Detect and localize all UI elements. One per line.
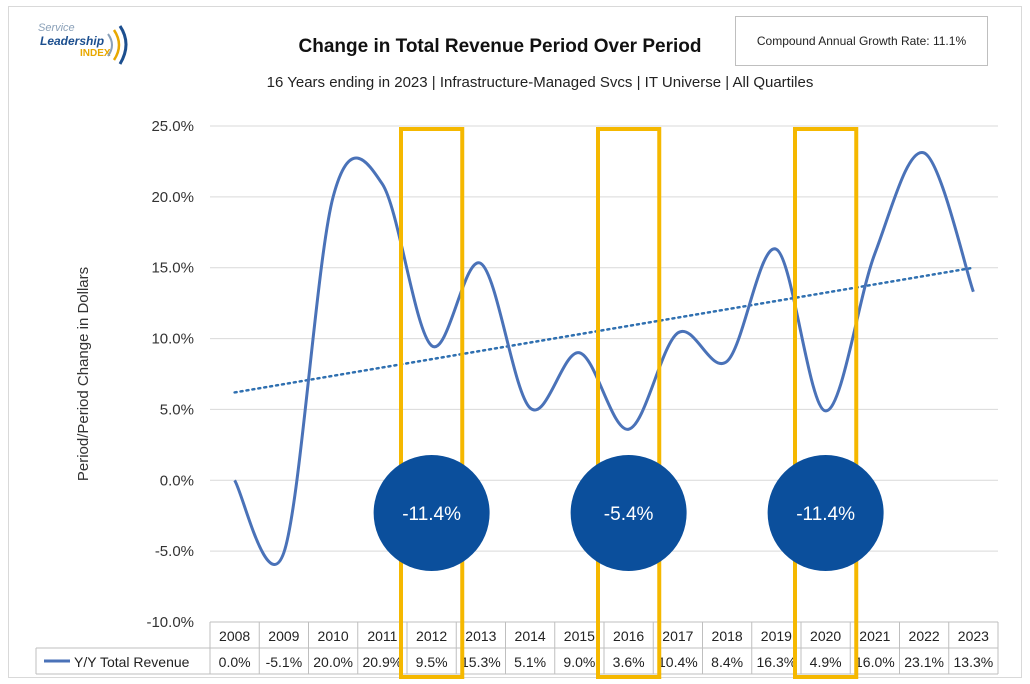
x-tick-label: 2008 — [219, 628, 250, 644]
x-tick-label: 2017 — [662, 628, 693, 644]
data-label: -5.1% — [266, 654, 303, 670]
y-tick-label: 5.0% — [160, 401, 194, 418]
data-label: 16.3% — [757, 654, 797, 670]
y-tick-label: 20.0% — [151, 189, 194, 206]
data-label: 8.4% — [711, 654, 743, 670]
x-tick-label: 2023 — [958, 628, 989, 644]
series-line-yy-total-revenue — [233, 151, 975, 566]
trendline — [233, 266, 975, 394]
x-tick-label: 2018 — [712, 628, 743, 644]
logo-line1: Service — [38, 22, 75, 34]
y-tick-label: 15.0% — [151, 260, 194, 277]
highlight-box-2012 — [399, 127, 465, 679]
x-tick-label: 2022 — [909, 628, 940, 644]
chart-frame — [8, 6, 1022, 678]
x-tick-label: 2020 — [810, 628, 841, 644]
data-label: 0.0% — [219, 654, 251, 670]
x-tick-label: 2012 — [416, 628, 447, 644]
x-tick-label: 2013 — [465, 628, 496, 644]
x-tick-label: 2015 — [564, 628, 595, 644]
chart-title: Change in Total Revenue Period Over Peri… — [298, 36, 702, 57]
badge-label-2016: -5.4% — [604, 504, 654, 525]
x-tick-label: 2014 — [515, 628, 546, 644]
data-label: 23.1% — [904, 654, 944, 670]
cagr-box: Compound Annual Growth Rate: 11.1% — [735, 16, 988, 66]
badge-label-2012: -11.4% — [402, 504, 461, 525]
y-tick-label: -5.0% — [155, 543, 194, 560]
badge-circle-2016 — [570, 455, 687, 571]
data-label: 4.9% — [810, 654, 842, 670]
service-leadership-logo: Service Leadership INDEX — [36, 20, 136, 72]
logo-arc-icon — [107, 25, 128, 65]
data-label: 16.0% — [855, 654, 895, 670]
data-label: 20.0% — [313, 654, 353, 670]
x-tick-label: 2016 — [613, 628, 644, 644]
data-label: 10.4% — [658, 654, 698, 670]
data-label: 5.1% — [514, 654, 546, 670]
badge-circle-2020 — [767, 455, 884, 571]
y-tick-label: 25.0% — [151, 118, 194, 135]
logo-line2: Leadership — [40, 34, 105, 48]
badge-label-2020: -11.4% — [796, 504, 855, 525]
x-tick-label: 2009 — [268, 628, 299, 644]
x-tick-label: 2011 — [367, 628, 397, 644]
x-tick-label: 2010 — [318, 628, 349, 644]
logo-line3: INDEX — [80, 48, 111, 59]
data-label: 9.5% — [416, 654, 448, 670]
highlight-box-2016 — [596, 127, 662, 679]
highlight-box-2020 — [793, 127, 859, 679]
data-label: 3.6% — [613, 654, 645, 670]
badge-circle-2012 — [373, 455, 490, 571]
x-tick-label: 2021 — [859, 628, 890, 644]
data-label: 15.3% — [461, 654, 501, 670]
y-axis-label: Period/Period Change in Dollars — [75, 267, 92, 481]
y-tick-label: 10.0% — [151, 331, 194, 348]
data-label: 20.9% — [363, 654, 403, 670]
y-tick-label: -10.0% — [146, 614, 194, 631]
legend-label: Y/Y Total Revenue — [74, 654, 190, 670]
chart-subtitle: 16 Years ending in 2023 | Infrastructure… — [266, 74, 814, 91]
data-label: 13.3% — [954, 654, 994, 670]
data-label: 9.0% — [563, 654, 595, 670]
y-tick-label: 0.0% — [160, 472, 194, 489]
x-tick-label: 2019 — [761, 628, 792, 644]
